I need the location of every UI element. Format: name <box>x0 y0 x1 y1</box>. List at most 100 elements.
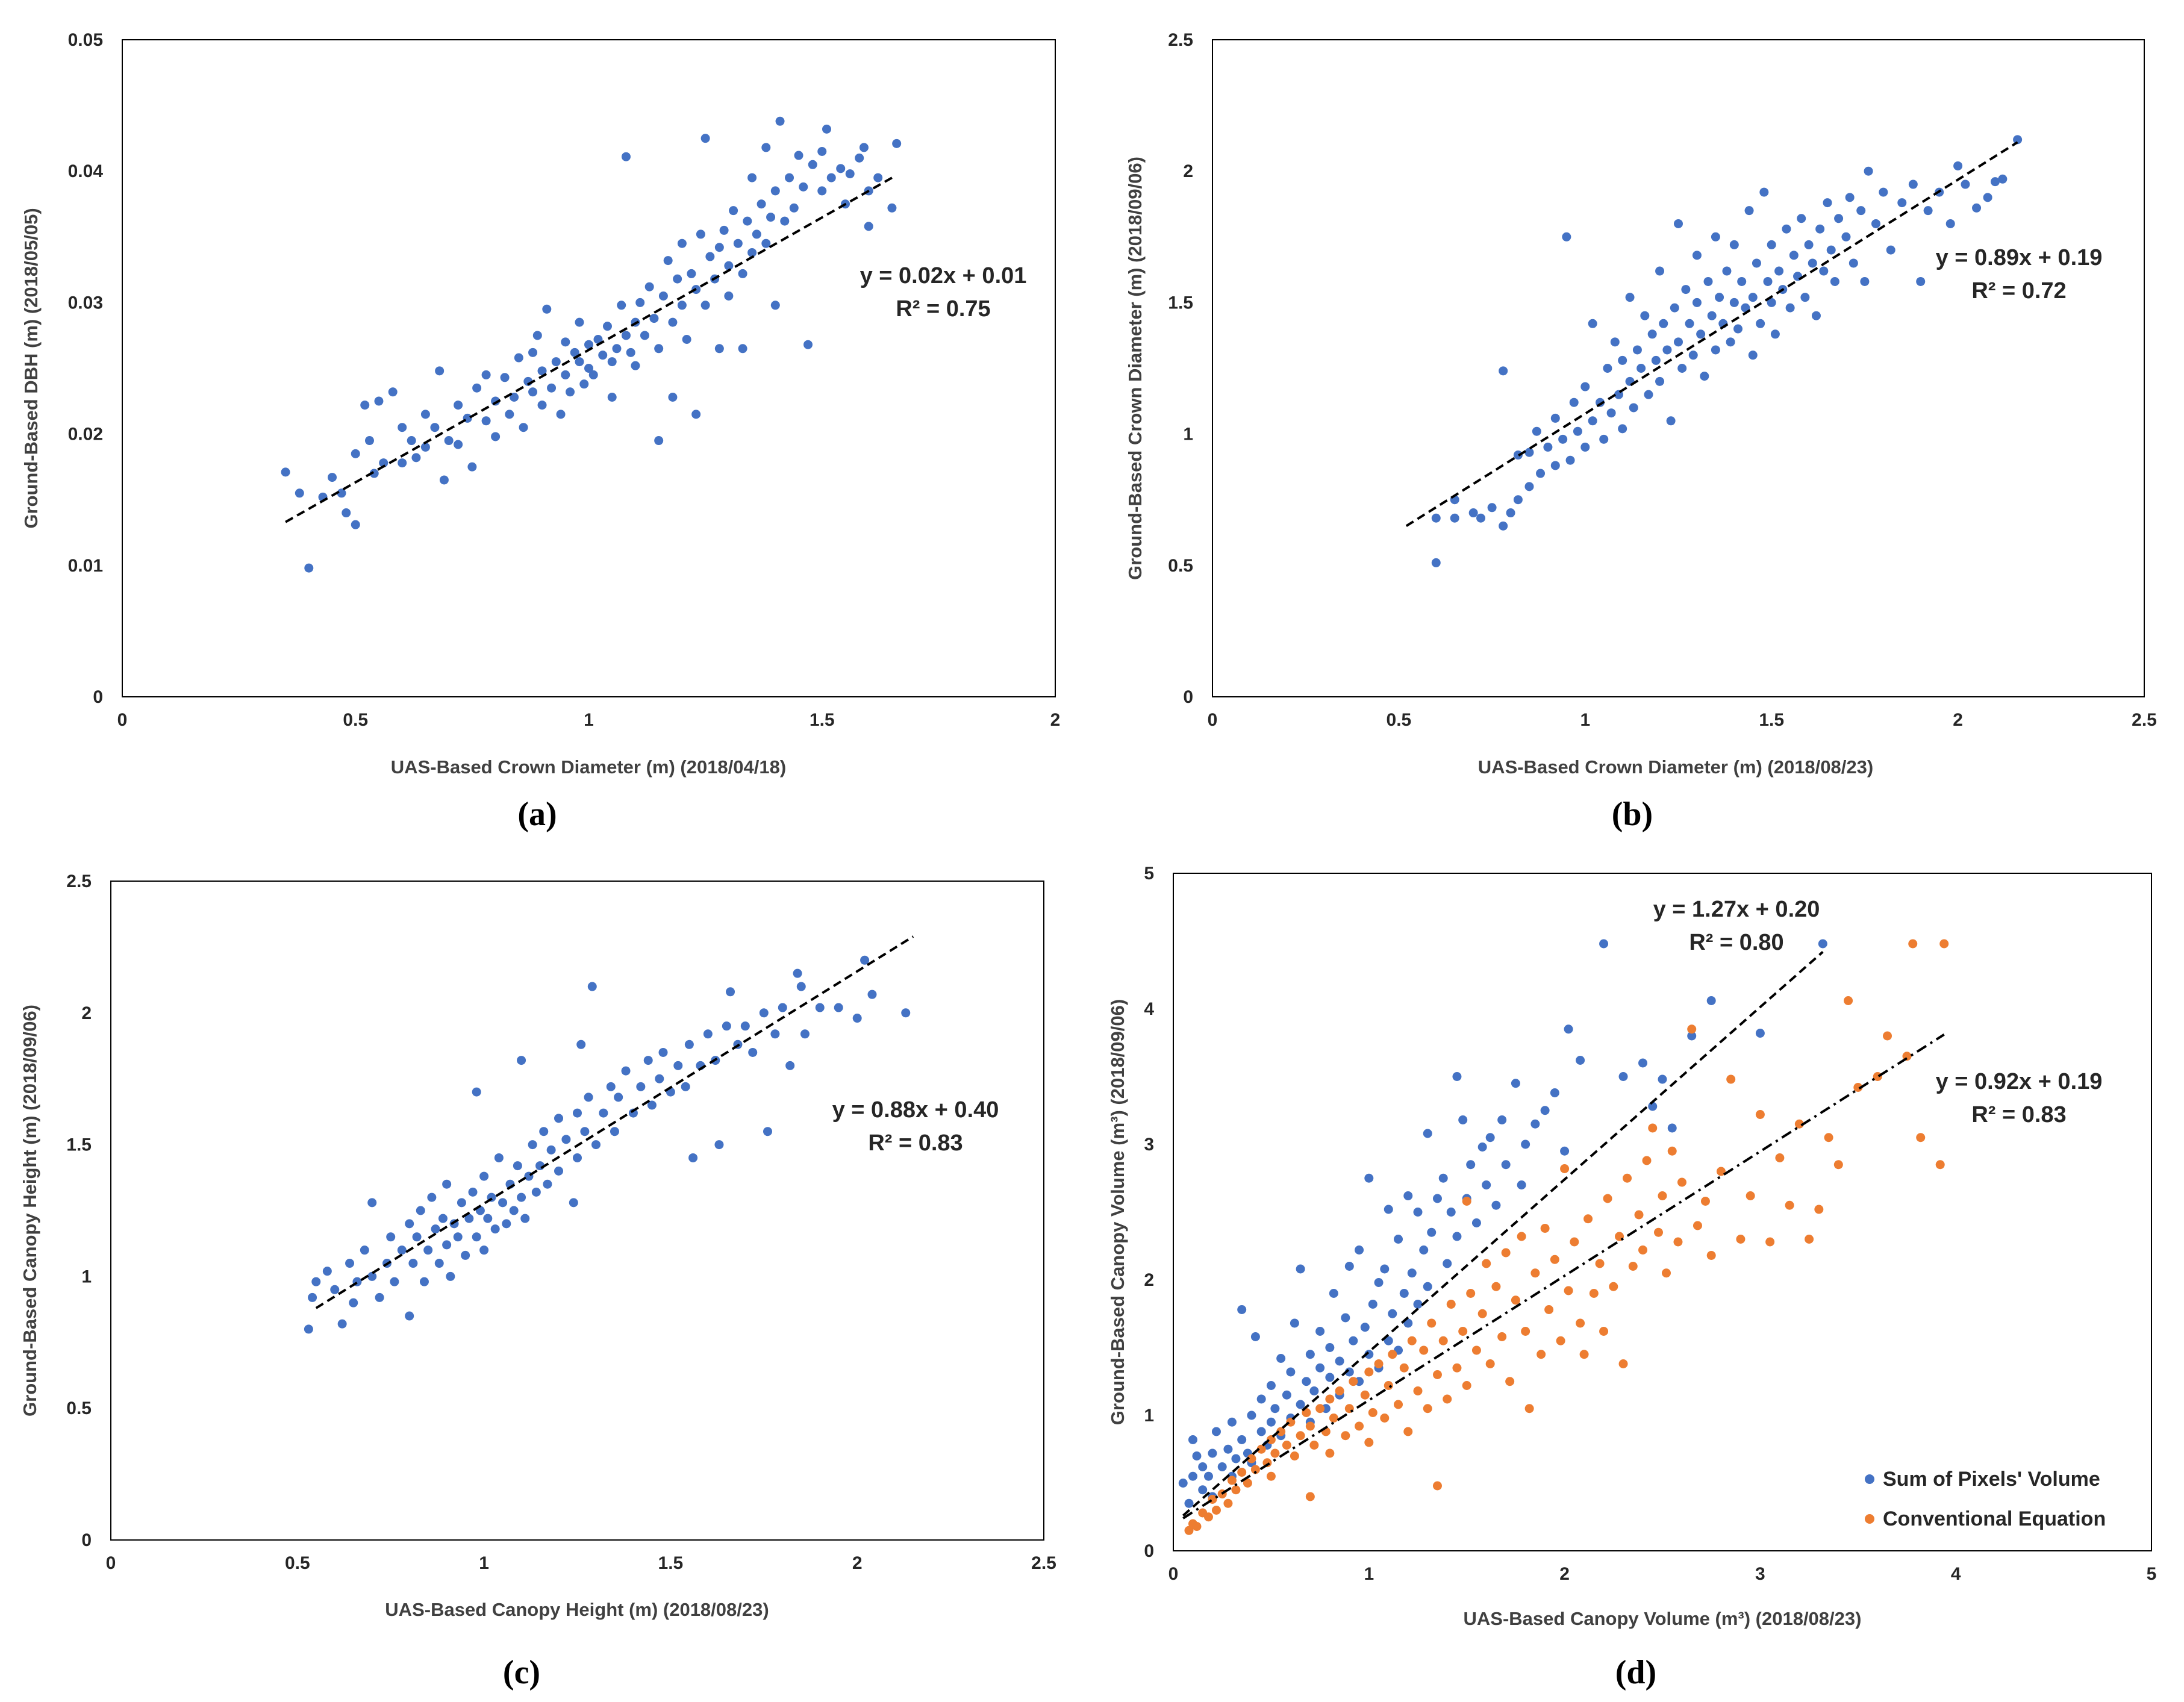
data-point <box>1543 442 1553 452</box>
data-point <box>1706 1251 1716 1260</box>
data-point <box>337 1319 347 1329</box>
data-point <box>1849 258 1858 268</box>
panel-d-r2-blue: R² = 0.80 <box>1689 930 1783 955</box>
data-point <box>1685 319 1694 328</box>
data-point <box>775 116 785 126</box>
data-point <box>1349 1336 1358 1345</box>
data-point <box>1573 426 1582 436</box>
data-point <box>1399 1363 1409 1373</box>
panel-a-equation: y = 0.02x + 0.01 <box>860 263 1027 288</box>
x-axis-label: UAS-Based Canopy Height (m) (2018/08/23) <box>385 1599 769 1620</box>
data-point <box>398 458 407 468</box>
panel-d-label: (d) <box>1615 1654 1656 1691</box>
data-point <box>1388 1309 1397 1318</box>
data-point <box>1651 355 1661 365</box>
data-point <box>1540 1224 1550 1233</box>
data-point <box>1384 1205 1393 1214</box>
data-point <box>1560 1164 1570 1173</box>
data-point <box>1290 1318 1299 1328</box>
panel-b-equation: y = 0.89x + 0.19 <box>1936 245 2103 270</box>
data-point <box>1192 1522 1202 1531</box>
data-point <box>602 322 612 331</box>
series-primary <box>304 955 911 1334</box>
plot-frame <box>122 39 1056 697</box>
y-tick-label: 0 <box>81 1530 92 1550</box>
data-point <box>1748 293 1758 302</box>
data-point <box>434 1259 444 1268</box>
y-tick-label: 2 <box>1144 1270 1154 1290</box>
x-tick-label: 4 <box>1951 1564 1961 1584</box>
data-point <box>1227 1476 1237 1485</box>
data-point <box>1599 939 1609 949</box>
data-point <box>1270 1404 1280 1414</box>
data-point <box>1715 293 1724 302</box>
data-point <box>1432 1194 1442 1203</box>
data-point <box>1767 298 1776 307</box>
data-point <box>454 401 463 410</box>
data-point <box>763 1127 772 1136</box>
data-point <box>1629 403 1638 413</box>
data-point <box>1972 203 1982 213</box>
data-point <box>1364 1367 1374 1377</box>
x-tick-label: 0.5 <box>285 1553 310 1573</box>
series-primary <box>281 116 902 573</box>
data-point <box>1452 1072 1462 1081</box>
data-point <box>1916 276 1926 286</box>
data-point <box>1471 1218 1481 1227</box>
data-point <box>1550 1255 1559 1264</box>
data-point <box>1270 1448 1280 1458</box>
data-point <box>407 436 416 446</box>
y-tick-label: 0.5 <box>66 1398 92 1418</box>
data-point <box>1599 434 1609 444</box>
data-point <box>570 348 579 357</box>
data-point <box>1407 1268 1417 1278</box>
data-point <box>691 410 701 419</box>
data-point <box>1192 1451 1202 1460</box>
data-point <box>311 1277 321 1286</box>
data-point <box>1647 329 1657 339</box>
data-point <box>1536 469 1546 478</box>
data-point <box>369 469 379 478</box>
series-secondary <box>1184 939 1949 1535</box>
x-tick-label: 2.5 <box>2132 710 2157 730</box>
data-point <box>1368 1300 1377 1309</box>
panel-a-label: (a) <box>517 796 557 833</box>
data-point <box>1841 232 1851 242</box>
data-point <box>607 357 617 367</box>
data-point <box>1636 364 1646 373</box>
y-tick-label: 1.5 <box>1168 293 1193 313</box>
data-point <box>1532 426 1541 436</box>
data-point <box>461 1250 470 1260</box>
data-point <box>509 1206 519 1215</box>
data-point <box>1231 1485 1241 1495</box>
panel-d-equation-blue: y = 1.27x + 0.20 <box>1653 897 1820 922</box>
data-point <box>517 1056 526 1065</box>
data-point <box>1476 513 1486 523</box>
data-point <box>1458 1115 1468 1124</box>
data-point <box>1521 1139 1530 1149</box>
data-point <box>1759 187 1769 197</box>
y-axis-label: Ground-Based Canopy Volume (m³) (2018/09… <box>1107 999 1128 1425</box>
data-point <box>1640 311 1650 320</box>
data-point <box>1530 1119 1540 1129</box>
data-point <box>1477 1142 1487 1152</box>
data-point <box>580 1127 590 1136</box>
x-tick-label: 0 <box>1208 710 1218 730</box>
data-point <box>1413 1386 1423 1395</box>
data-point <box>794 151 803 160</box>
data-point <box>539 1127 549 1136</box>
data-point <box>766 213 776 222</box>
data-point <box>1860 276 1870 286</box>
data-point <box>1305 1350 1315 1359</box>
data-point <box>1716 1167 1726 1176</box>
data-point <box>703 1029 713 1039</box>
data-point <box>1305 1421 1315 1431</box>
data-point <box>1580 442 1590 452</box>
data-point <box>360 401 370 410</box>
data-point <box>1485 1133 1495 1142</box>
data-point <box>1595 1259 1605 1268</box>
x-axis-label: UAS-Based Canopy Volume (m³) (2018/08/23… <box>1464 1608 1862 1629</box>
data-point <box>649 314 659 323</box>
data-point <box>1211 1506 1221 1515</box>
panel-b: 0 0.5 1 1.5 2 2.5 0 0.5 1 1.5 2 2.5 UAS-Based Crown … <box>1125 30 2157 833</box>
